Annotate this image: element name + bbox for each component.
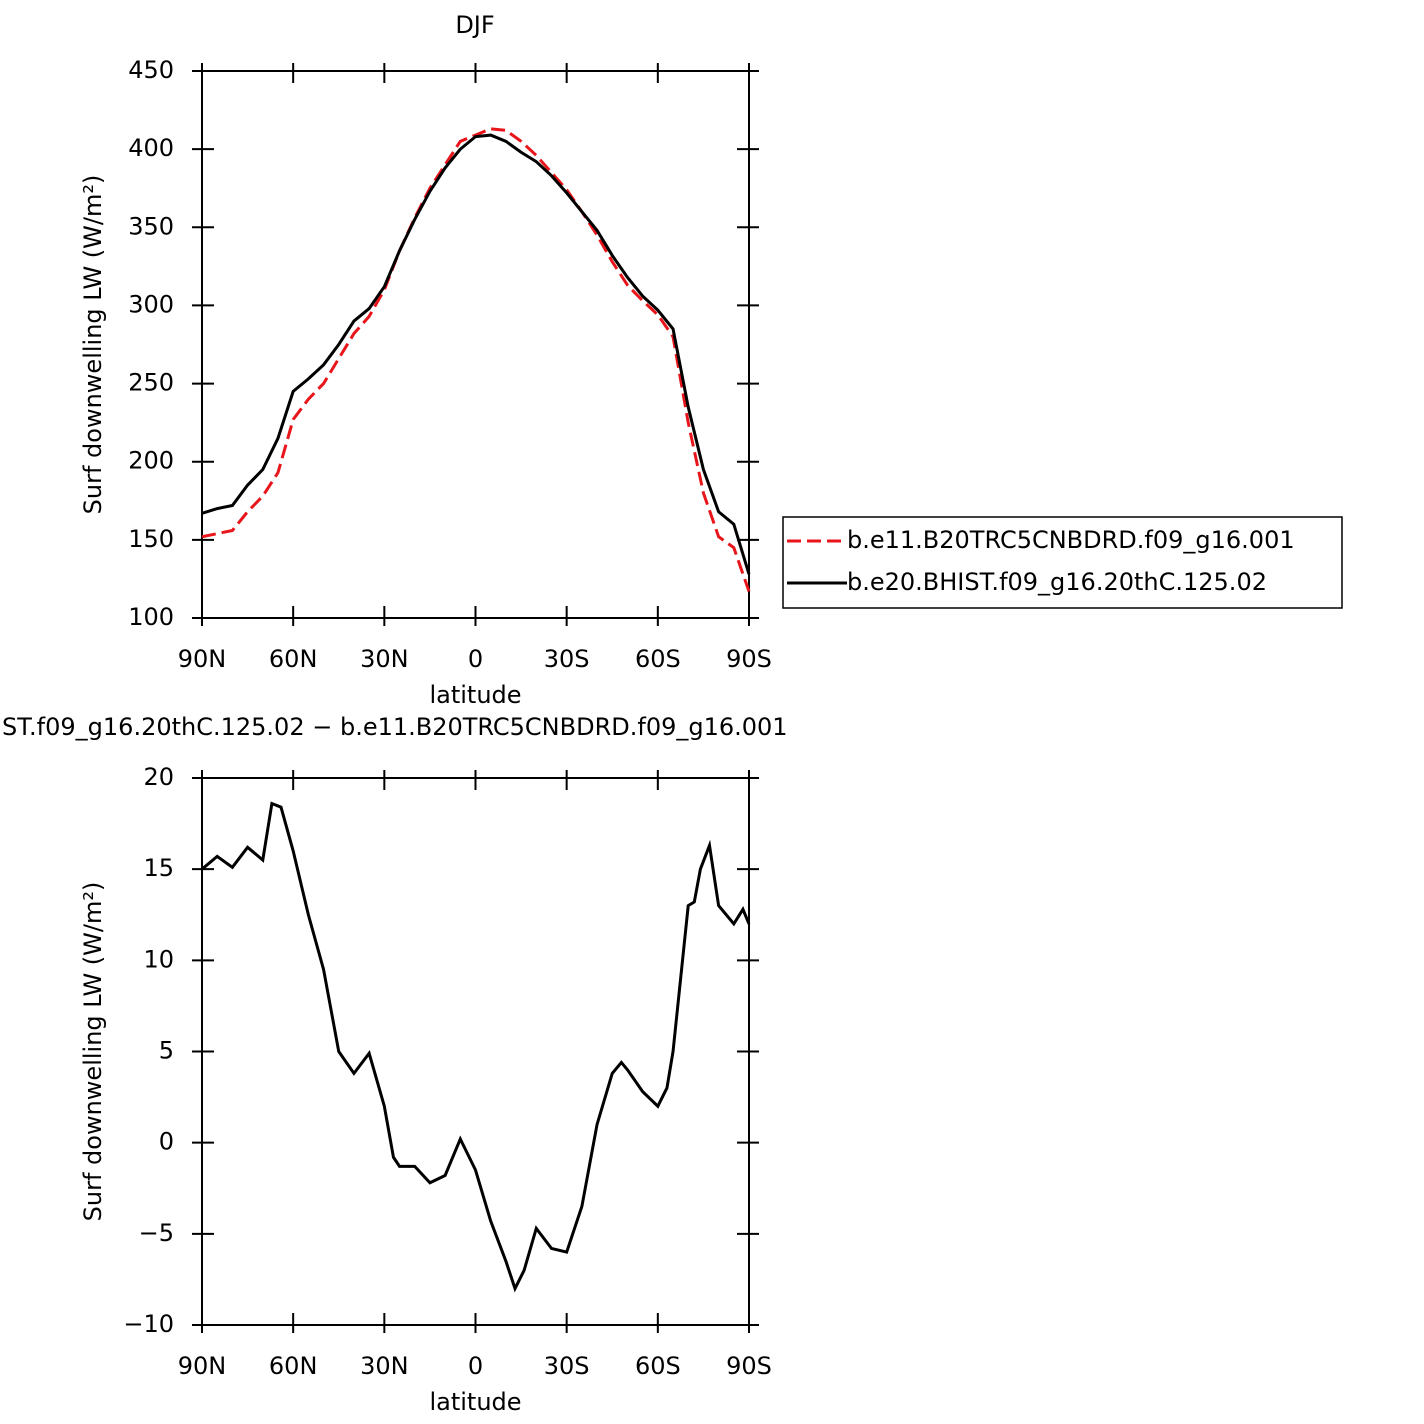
data-line xyxy=(201,801,751,1293)
x-tick-label: 30S xyxy=(544,645,590,673)
x-tick-label: 60N xyxy=(269,1352,318,1380)
y-tick-label: 5 xyxy=(159,1037,174,1065)
y-tick-label: −10 xyxy=(123,1310,174,1338)
x-tick-label: 30S xyxy=(544,1352,590,1380)
x-tick-label: 90S xyxy=(726,645,772,673)
chart-title: DJF xyxy=(455,11,494,39)
x-tick-label: 30N xyxy=(360,1352,409,1380)
plot-frame xyxy=(201,777,750,1326)
y-tick-label: 0 xyxy=(159,1128,174,1156)
x-axis-label: latitude xyxy=(429,681,521,709)
y-tick-label: 400 xyxy=(128,134,174,162)
y-tick-label: 350 xyxy=(128,212,174,240)
x-tick-label: 60N xyxy=(269,645,318,673)
chart-title: ST.f09_g16.20thC.125.02 − b.e11.B20TRC5C… xyxy=(2,713,788,741)
legend-box xyxy=(782,516,1343,609)
plot-frame xyxy=(201,70,750,619)
y-tick-label: 200 xyxy=(128,447,174,475)
x-tick-label: 90N xyxy=(178,645,227,673)
y-tick-label: 250 xyxy=(128,369,174,397)
y-tick-label: 450 xyxy=(128,56,174,84)
y-tick-label: −5 xyxy=(139,1219,174,1247)
x-tick-label: 60S xyxy=(635,1352,681,1380)
y-tick-label: 20 xyxy=(143,763,174,791)
x-axis-label: latitude xyxy=(429,1388,521,1416)
data-line xyxy=(201,127,751,592)
legend-label: b.e11.B20TRC5CNBDRD.f09_g16.001 xyxy=(847,526,1295,554)
y-tick-label: 150 xyxy=(128,525,174,553)
x-tick-label: 60S xyxy=(635,645,681,673)
y-tick-label: 15 xyxy=(143,854,174,882)
x-tick-label: 90S xyxy=(726,1352,772,1380)
y-axis-label: Surf downwelling LW (W/m²) xyxy=(79,882,107,1222)
legend-label: b.e20.BHIST.f09_g16.20thC.125.02 xyxy=(847,568,1267,596)
x-tick-label: 30N xyxy=(360,645,409,673)
y-tick-label: 10 xyxy=(143,945,174,973)
data-line xyxy=(201,133,751,575)
y-axis-label: Surf downwelling LW (W/m²) xyxy=(79,175,107,515)
x-tick-label: 0 xyxy=(468,645,483,673)
y-tick-label: 300 xyxy=(128,290,174,318)
x-tick-label: 90N xyxy=(178,1352,227,1380)
x-tick-label: 0 xyxy=(468,1352,483,1380)
y-tick-label: 100 xyxy=(128,603,174,631)
